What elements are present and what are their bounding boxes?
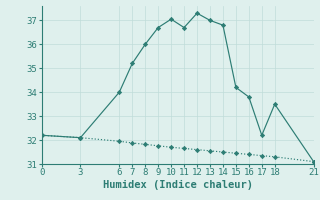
X-axis label: Humidex (Indice chaleur): Humidex (Indice chaleur) [103, 180, 252, 190]
